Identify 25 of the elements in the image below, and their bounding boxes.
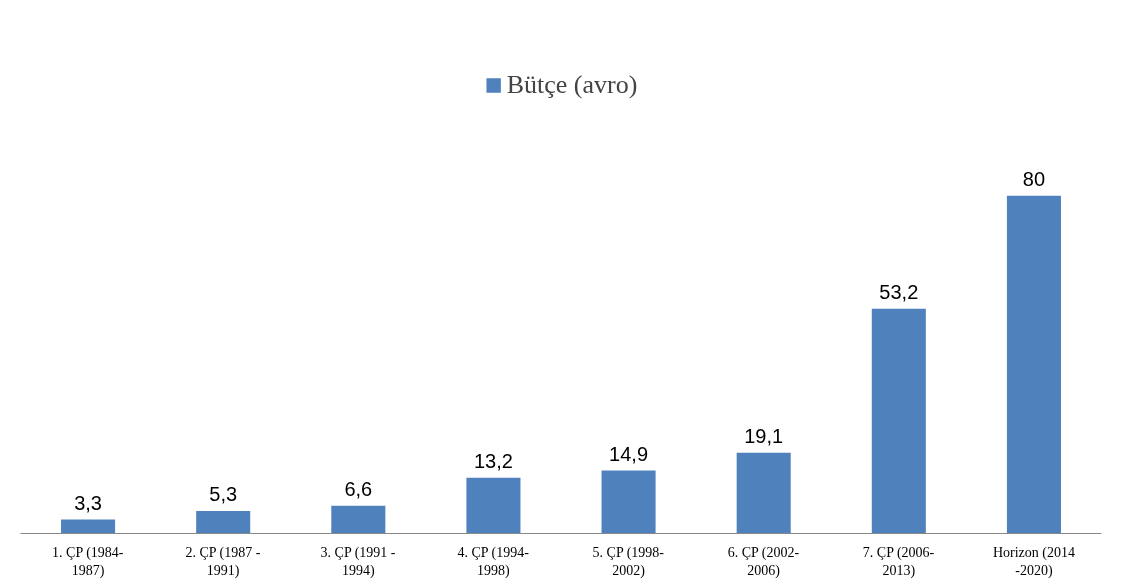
x-tick-label: Horizon (2014 -2020) xyxy=(992,544,1075,579)
legend-label: Bütçe (avro) xyxy=(506,70,638,100)
x-tick-label: 6. ÇP (2002- 2006) xyxy=(727,544,800,579)
bar xyxy=(61,519,116,534)
x-tick-label: 7. ÇP (2006- 2013) xyxy=(862,544,935,579)
data-label: 14,9 xyxy=(609,442,649,465)
data-label: 13,2 xyxy=(473,449,513,472)
bar xyxy=(736,452,791,534)
x-tick-label: 1. ÇP (1984- 1987) xyxy=(52,544,124,579)
bar xyxy=(196,511,251,534)
data-label: 3,3 xyxy=(74,491,102,514)
x-tick-label: 4. ÇP (1994- 1998) xyxy=(457,544,530,579)
x-tick-label: 2. ÇP (1987 - 1991) xyxy=(185,544,261,579)
bar xyxy=(331,505,386,534)
x-tick-label: 5. ÇP (1998- 2002) xyxy=(592,544,665,579)
x-tick-label: 3. ÇP (1991 - 1994) xyxy=(320,544,396,579)
data-label: 80 xyxy=(1022,167,1046,190)
data-label: 53,2 xyxy=(879,280,919,303)
data-label: 19,1 xyxy=(744,424,784,447)
bar xyxy=(871,308,926,534)
data-label: 6,6 xyxy=(344,477,373,500)
bar xyxy=(466,477,521,534)
data-label: 5,3 xyxy=(209,483,238,506)
bar xyxy=(601,470,656,534)
bar xyxy=(1006,195,1061,534)
